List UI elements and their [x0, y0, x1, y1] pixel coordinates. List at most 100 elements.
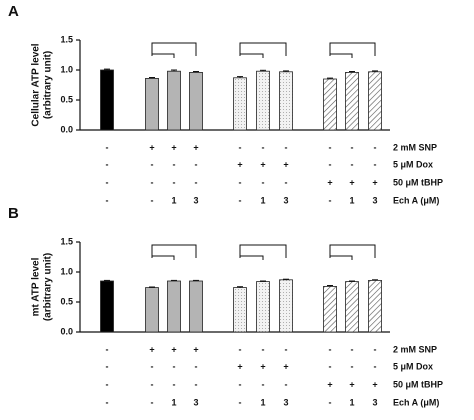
bar — [189, 280, 203, 333]
condition-mark: - — [239, 195, 242, 205]
bracket — [240, 255, 264, 260]
bar — [145, 78, 159, 131]
bar — [100, 69, 114, 131]
condition-mark: 3 — [372, 195, 377, 205]
condition-mark: - — [106, 195, 109, 205]
condition-mark: - — [351, 344, 354, 354]
bracket — [240, 53, 264, 58]
condition-label: 5 μM Dox — [393, 159, 433, 169]
condition-mark: + — [372, 379, 377, 389]
y-tick-label: 1.5 — [60, 236, 73, 246]
condition-mark: - — [239, 177, 242, 187]
condition-mark: - — [195, 177, 198, 187]
condition-mark: 1 — [349, 195, 354, 205]
condition-mark: + — [327, 379, 332, 389]
condition-mark: - — [106, 397, 109, 407]
condition-mark: 1 — [171, 195, 176, 205]
condition-mark: - — [374, 361, 377, 371]
bracket — [329, 42, 376, 56]
condition-mark: - — [351, 159, 354, 169]
bar — [345, 281, 359, 333]
condition-mark: - — [195, 379, 198, 389]
condition-mark: - — [151, 379, 154, 389]
bracket — [151, 244, 197, 258]
bar — [279, 279, 293, 333]
y-tick-label: 0.0 — [60, 124, 73, 134]
condition-mark: + — [171, 344, 176, 354]
condition-mark: + — [171, 142, 176, 152]
y-tick-label: 0.5 — [60, 94, 73, 104]
panel-letter: B — [8, 205, 19, 222]
bar — [167, 70, 181, 131]
bracket — [151, 42, 197, 56]
condition-mark: - — [351, 361, 354, 371]
bracket — [330, 255, 353, 260]
condition-mark: - — [151, 159, 154, 169]
bracket — [152, 53, 175, 58]
bracket — [330, 53, 353, 58]
condition-mark: 1 — [260, 195, 265, 205]
condition-mark: + — [193, 344, 198, 354]
condition-mark: + — [283, 159, 288, 169]
condition-mark: - — [374, 142, 377, 152]
condition-label: 2 mM SNP — [393, 344, 437, 354]
bar — [368, 279, 382, 333]
y-tick-label: 1.0 — [60, 64, 73, 74]
condition-label: Ech A (μM) — [393, 397, 439, 407]
bar — [189, 72, 203, 131]
bar — [323, 285, 337, 333]
condition-mark: - — [262, 379, 265, 389]
y-tick-label: 1.5 — [60, 34, 73, 44]
condition-mark: - — [329, 361, 332, 371]
condition-mark: + — [327, 177, 332, 187]
condition-mark: + — [349, 177, 354, 187]
condition-mark: + — [237, 159, 242, 169]
y-tick-label: 1.0 — [60, 266, 73, 276]
bracket — [239, 244, 287, 258]
condition-mark: - — [329, 344, 332, 354]
bar — [279, 71, 293, 131]
condition-label: 50 μM tBHP — [393, 379, 443, 389]
condition-mark: - — [106, 142, 109, 152]
condition-mark: - — [151, 397, 154, 407]
condition-mark: - — [106, 379, 109, 389]
condition-mark: - — [351, 142, 354, 152]
condition-mark: + — [260, 361, 265, 371]
y-axis-label: (arbitrary unit) — [43, 253, 54, 321]
condition-mark: - — [262, 142, 265, 152]
condition-mark: + — [193, 142, 198, 152]
condition-mark: - — [195, 159, 198, 169]
condition-mark: - — [374, 159, 377, 169]
condition-mark: - — [285, 177, 288, 187]
condition-mark: - — [329, 195, 332, 205]
condition-mark: 3 — [372, 397, 377, 407]
condition-mark: - — [106, 361, 109, 371]
condition-mark: - — [195, 361, 198, 371]
bar — [345, 72, 359, 131]
condition-mark: - — [106, 177, 109, 187]
panel-letter: A — [8, 3, 19, 20]
condition-mark: + — [149, 344, 154, 354]
bar — [167, 280, 181, 333]
bar — [145, 287, 159, 333]
condition-mark: - — [329, 159, 332, 169]
condition-mark: - — [329, 397, 332, 407]
condition-label: 5 μM Dox — [393, 361, 433, 371]
condition-mark: 1 — [349, 397, 354, 407]
condition-mark: - — [106, 159, 109, 169]
bracket — [152, 255, 175, 260]
bar — [100, 280, 114, 333]
condition-mark: + — [149, 142, 154, 152]
y-axis-label: Cellular ATP level — [31, 43, 42, 126]
y-axis-label: (arbitrary unit) — [43, 51, 54, 119]
condition-mark: - — [262, 177, 265, 187]
condition-mark: - — [173, 177, 176, 187]
condition-mark: - — [151, 177, 154, 187]
bar — [368, 71, 382, 131]
condition-mark: - — [329, 142, 332, 152]
y-tick-label: 0.0 — [60, 326, 73, 336]
condition-mark: - — [374, 344, 377, 354]
condition-mark: 3 — [193, 195, 198, 205]
y-axis-label: mt ATP level — [31, 257, 42, 316]
